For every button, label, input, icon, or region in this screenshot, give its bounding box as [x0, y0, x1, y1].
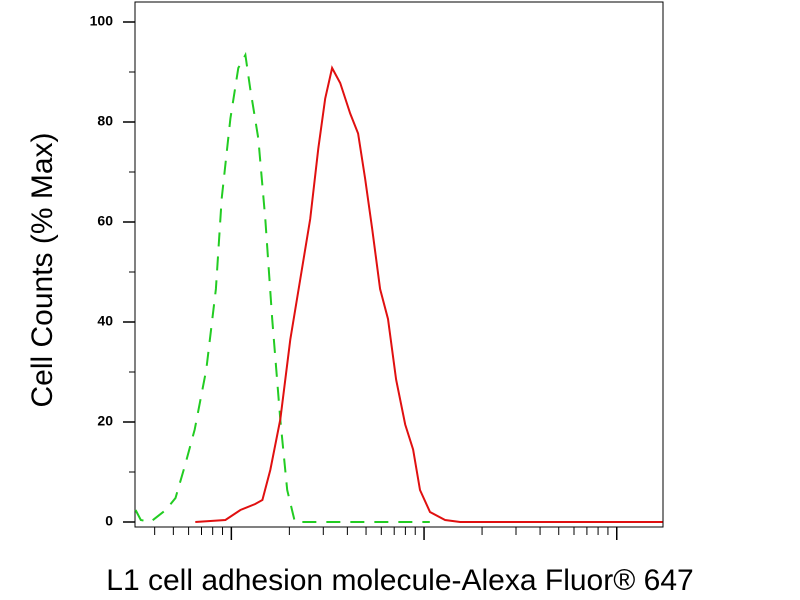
y-axis-title: Cell Counts (% Max)	[26, 132, 59, 407]
y-tick-label: 100	[90, 13, 114, 29]
y-tick-label: 20	[97, 413, 113, 429]
y-tick-label: 0	[105, 513, 113, 529]
plot-frame	[134, 1, 664, 528]
histogram-line	[134, 51, 430, 524]
y-tick-label: 40	[97, 313, 113, 329]
y-tick-label: 60	[97, 213, 113, 229]
y-tick-label: 80	[97, 113, 113, 129]
histogram-line	[195, 65, 663, 523]
x-axis-title: L1 cell adhesion molecule-Alexa Fluor® 6…	[106, 564, 693, 597]
